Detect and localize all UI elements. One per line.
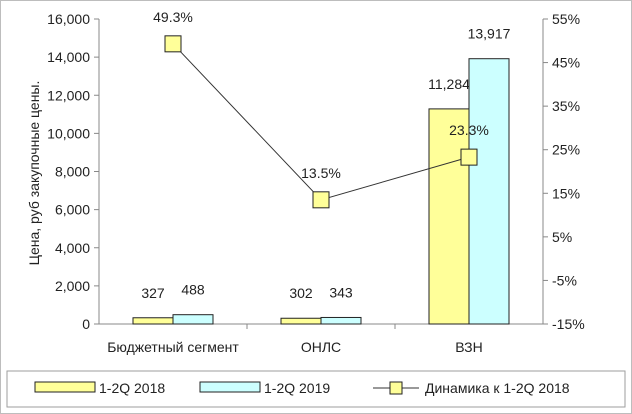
legend-box: [6, 370, 626, 408]
bar: [428, 108, 470, 325]
left-tick-label: 8,000: [55, 164, 90, 180]
bar-value-label: 13,917: [468, 26, 511, 42]
bar: [132, 317, 174, 325]
legend-marker: [389, 381, 403, 395]
bar: [280, 317, 322, 325]
left-tick-label: 6,000: [55, 202, 90, 218]
right-tick-label: 15%: [552, 185, 580, 201]
bar-value-label: 343: [329, 284, 353, 300]
legend-swatch: [34, 381, 96, 393]
right-tick-label: 35%: [552, 98, 580, 114]
bar: [172, 314, 214, 325]
left-tick-label: 14,000: [47, 49, 90, 65]
dynamics-value-label: 23.3%: [449, 122, 489, 138]
bar: [468, 58, 510, 325]
right-tick-label: 55%: [552, 11, 580, 27]
dynamics-value-label: 13.5%: [301, 165, 341, 181]
bar-value-label: 327: [141, 285, 165, 301]
right-tick-label: 5%: [552, 229, 572, 245]
bar-value-label: 488: [181, 282, 205, 298]
dynamics-marker: [312, 191, 330, 209]
bar: [320, 316, 362, 325]
y-axis-title: Цена, руб закупочные цены.: [26, 81, 42, 266]
dynamics-marker: [164, 35, 182, 53]
data-labels: 327 488 302 343 11,284 13,917 49.3% 13.5% 23.3%: [141, 9, 510, 301]
bar-value-label: 11,284: [428, 76, 470, 92]
left-tick-label: 4,000: [55, 240, 90, 256]
category-label: Бюджетный сегмент: [107, 339, 239, 355]
left-tick-label: 0: [82, 316, 90, 332]
dynamics-line: [164, 35, 478, 209]
bars: [132, 58, 510, 325]
dynamics-marker: [460, 148, 478, 166]
axes: 0 2,000 4,000 6,000 8,000 10,000 12,000 14,000 1…: [47, 11, 585, 355]
bar-value-label: 302: [289, 285, 313, 301]
legend: 1-2Q 2018 1-2Q 2019 Динамика к 1-2Q 2018: [6, 370, 626, 408]
legend-swatch: [199, 381, 261, 393]
dynamics-value-label: 49.3%: [153, 9, 193, 25]
legend-label: 1-2Q 2019: [264, 380, 330, 396]
right-tick-label: 45%: [552, 55, 580, 71]
left-tick-label: 10,000: [47, 125, 90, 141]
right-tick-label: -5%: [552, 272, 577, 288]
left-tick-label: 16,000: [47, 11, 90, 27]
category-label: ВЗН: [455, 339, 482, 355]
legend-label: 1-2Q 2018: [99, 380, 165, 396]
category-label: ОНЛС: [301, 339, 341, 355]
legend-label: Динамика к 1-2Q 2018: [425, 380, 570, 396]
left-tick-label: 12,000: [47, 87, 90, 103]
left-tick-label: 2,000: [55, 278, 90, 294]
right-tick-label: -15%: [552, 316, 585, 332]
right-tick-label: 25%: [552, 142, 580, 158]
